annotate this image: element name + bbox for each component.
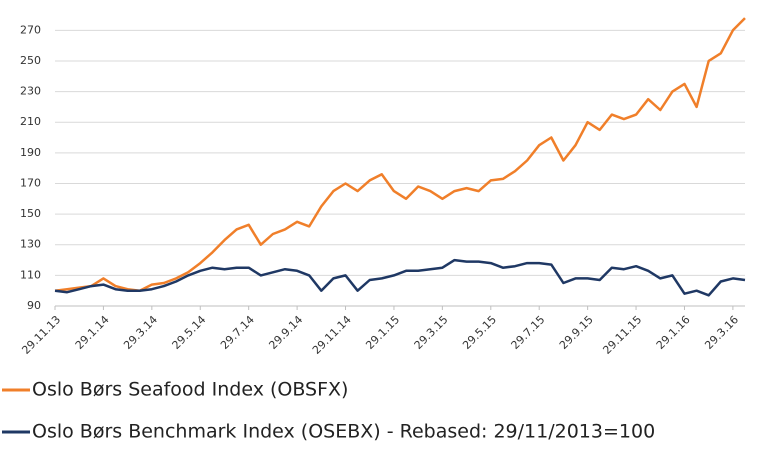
y-tick-label: 150 bbox=[20, 207, 41, 220]
x-tick-label: 29.1.14 bbox=[73, 313, 112, 352]
y-tick-label: 110 bbox=[20, 268, 41, 281]
y-tick-label: 270 bbox=[20, 23, 41, 36]
x-tick-label: 29.11.14 bbox=[310, 313, 354, 357]
x-tick-label: 29.3.15 bbox=[412, 313, 451, 352]
x-tick-label: 29.9.15 bbox=[557, 313, 596, 352]
y-tick-label: 90 bbox=[27, 299, 41, 312]
x-tick-label: 29.11.13 bbox=[19, 313, 63, 357]
series-line bbox=[54, 258, 746, 297]
x-tick-label: 29.1.16 bbox=[654, 313, 693, 352]
x-tick-label: 29.5.14 bbox=[170, 313, 209, 352]
x-tick-label: 29.9.14 bbox=[266, 313, 305, 352]
series-line bbox=[54, 17, 746, 292]
x-tick-label: 29.11.15 bbox=[600, 313, 644, 357]
legend-label: Oslo Børs Benchmark Index (OSEBX) - Reba… bbox=[32, 421, 655, 443]
y-tick-label: 250 bbox=[20, 54, 41, 67]
x-tick-label: 29.7.14 bbox=[218, 313, 257, 352]
x-tick-label: 29.3.14 bbox=[121, 313, 160, 352]
x-tick-label: 29.5.15 bbox=[460, 313, 499, 352]
x-tick-label: 29.3.16 bbox=[702, 313, 741, 352]
y-tick-label: 230 bbox=[20, 85, 41, 98]
x-tick-label: 29.1.15 bbox=[363, 313, 402, 352]
y-tick-label: 190 bbox=[20, 146, 41, 159]
y-tick-label: 210 bbox=[20, 115, 41, 128]
y-tick-label: 170 bbox=[20, 176, 41, 189]
y-tick-label: 130 bbox=[20, 238, 41, 251]
legend-label: Oslo Børs Seafood Index (OBSFX) bbox=[32, 379, 348, 401]
x-tick-label: 29.7.15 bbox=[509, 313, 548, 352]
